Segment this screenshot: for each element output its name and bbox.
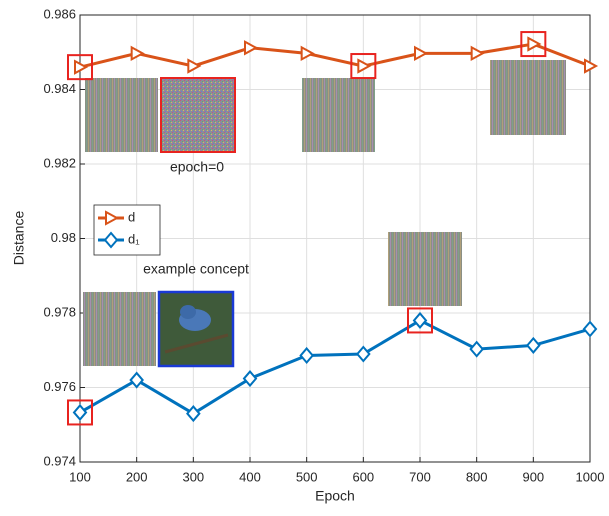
plot-frame — [79, 14, 591, 463]
marker — [527, 36, 542, 52]
y-tick-label: 0.98 — [51, 230, 76, 245]
x-tick-label: 100 — [69, 469, 91, 484]
legend: d d₁ — [98, 209, 140, 249]
plot — [67, 31, 599, 426]
x-tick-label: 400 — [239, 469, 261, 484]
marker — [187, 58, 202, 74]
marker — [72, 403, 88, 421]
marker — [357, 58, 372, 74]
highlight-box — [520, 31, 547, 58]
marker — [242, 370, 258, 388]
marker — [584, 58, 599, 74]
y-tick-label: 0.984 — [43, 81, 76, 96]
annotation: example concept — [143, 261, 249, 277]
image — [302, 78, 375, 152]
legend-label: d — [128, 209, 135, 224]
x-tick-label: 500 — [296, 469, 318, 484]
y-tick-label: 0.974 — [43, 453, 76, 468]
thumbnails — [83, 60, 566, 368]
x-tick-label: 1000 — [576, 469, 605, 484]
highlight-box — [407, 307, 433, 334]
legend-box — [93, 204, 161, 256]
highlight-box — [67, 54, 93, 81]
x-tick-label: 800 — [466, 469, 488, 484]
marker — [470, 45, 485, 62]
marker — [130, 45, 145, 62]
marker — [526, 336, 541, 354]
legend-label: d₁ — [128, 231, 140, 246]
marker — [129, 371, 144, 389]
x-tick-label: 600 — [352, 469, 374, 484]
image — [83, 292, 156, 366]
y-axis-label: Distance — [11, 211, 27, 266]
marker — [582, 320, 598, 338]
y-tick-label: 0.982 — [43, 155, 76, 170]
marker — [186, 405, 201, 423]
x-tick-label: 300 — [182, 469, 204, 484]
series-line — [79, 318, 591, 416]
image — [490, 60, 566, 135]
x-tick-label: 700 — [409, 469, 431, 484]
marker — [103, 231, 119, 249]
marker — [469, 340, 484, 358]
marker — [412, 311, 428, 329]
highlight-box — [350, 53, 377, 80]
image — [388, 232, 462, 306]
y-tick-label: 0.986 — [43, 6, 76, 21]
y-tick-label: 0.978 — [43, 304, 76, 319]
x-tick-label: 900 — [522, 469, 544, 484]
highlight-box — [67, 399, 93, 426]
marker — [74, 59, 89, 75]
y-tick-label: 0.976 — [43, 379, 76, 394]
series-line — [79, 42, 591, 69]
x-axis-label: Epoch — [315, 488, 355, 504]
image — [85, 78, 158, 152]
marker — [244, 40, 259, 56]
annotation: epoch=0 — [170, 159, 224, 175]
marker — [414, 45, 429, 62]
x-tick-label: 200 — [126, 469, 148, 484]
image — [160, 77, 236, 153]
marker — [299, 346, 314, 365]
marker — [300, 45, 315, 62]
marker — [356, 345, 371, 363]
marker — [105, 210, 120, 226]
example-image — [157, 290, 235, 368]
